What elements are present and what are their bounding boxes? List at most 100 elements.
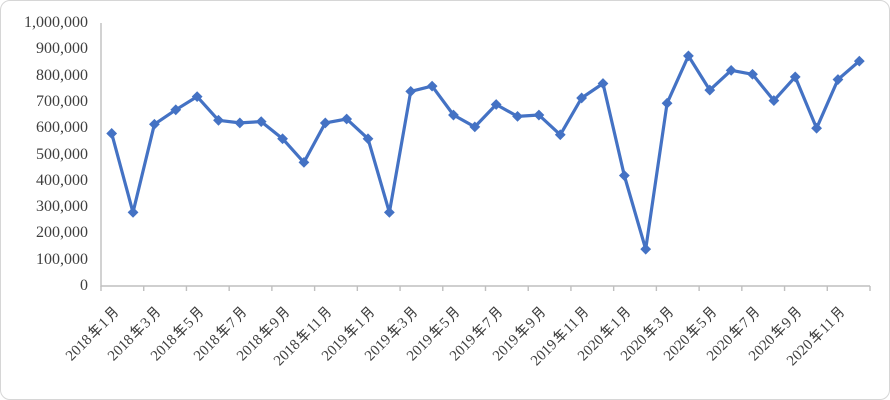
x-axis-tick-label: 201911 [527, 303, 594, 370]
x-axis-tick-label: 201811 [271, 303, 338, 370]
cjk-year-glyph-icon [809, 328, 824, 343]
data-point-marker [341, 113, 353, 125]
y-axis-tick-label: 200,000 [36, 224, 88, 242]
x-axis-tick-label: 20185 [148, 303, 210, 365]
cjk-year-glyph-icon [553, 328, 567, 343]
data-point-marker [768, 95, 780, 106]
cjk-year-glyph-icon [600, 323, 615, 338]
data-point-marker [618, 170, 630, 181]
data-point-marker [811, 122, 822, 134]
cjk-month-glyph-icon [787, 306, 801, 323]
data-point-marker [277, 133, 288, 145]
y-axis-tick-label: 0 [80, 277, 88, 294]
cjk-month-glyph-icon [360, 306, 374, 323]
y-axis-tick-label: 600,000 [36, 119, 88, 137]
y-axis-tick-label: 700,000 [36, 92, 88, 110]
x-axis-tick-label: 20183 [105, 303, 167, 365]
cjk-year-glyph-icon [88, 323, 102, 338]
x-axis-tick-label: 20203 [618, 303, 680, 365]
data-point-marker [725, 64, 737, 76]
x-axis-tick-label: 202011 [784, 303, 851, 370]
x-axis-tick-label: 20199 [489, 303, 551, 365]
x-axis-tick-label: 20193 [361, 303, 423, 365]
cjk-month-glyph-icon [104, 306, 118, 323]
data-point-marker [640, 243, 652, 255]
cjk-month-glyph-icon [659, 306, 673, 323]
cjk-month-glyph-icon [702, 306, 716, 323]
y-axis-tick-label: 100,000 [36, 250, 88, 268]
data-point-marker [149, 118, 160, 130]
data-point-marker [597, 78, 609, 89]
cjk-year-glyph-icon [173, 323, 188, 338]
x-axis-tick-label: 20195 [404, 303, 466, 365]
cjk-month-glyph-icon [189, 306, 203, 323]
data-point-marker [512, 110, 523, 122]
cjk-month-glyph-icon [275, 306, 289, 323]
y-axis-tick-label: 1,000,000 [24, 14, 88, 31]
data-point-marker [469, 121, 481, 133]
cjk-year-glyph-icon [296, 328, 311, 343]
cjk-year-glyph-icon [515, 323, 530, 338]
cjk-year-glyph-icon [643, 323, 658, 338]
x-axis-tick-label: 20205 [660, 303, 722, 365]
data-point-marker [661, 97, 673, 109]
cjk-month-glyph-icon [232, 306, 246, 323]
data-point-marker [426, 80, 438, 92]
x-axis-tick-label: 20191 [319, 303, 381, 365]
y-axis-tick-label: 900,000 [36, 40, 88, 58]
data-point-marker [213, 114, 224, 126]
cjk-month-glyph-icon [446, 306, 460, 323]
cjk-year-glyph-icon [130, 323, 145, 338]
data-point-marker [554, 129, 566, 141]
data-point-marker [191, 91, 203, 103]
x-axis-tick-label: 20197 [447, 303, 509, 365]
x-axis-tick-label: 20209 [746, 303, 808, 365]
data-point-marker [127, 206, 139, 218]
cjk-year-glyph-icon [430, 323, 444, 338]
y-axis-tick-label: 800,000 [36, 66, 88, 84]
cjk-month-glyph-icon [488, 306, 502, 323]
x-axis-tick-label: 20187 [190, 303, 252, 365]
data-point-marker [106, 128, 118, 139]
cjk-month-glyph-icon [830, 306, 844, 323]
cjk-year-glyph-icon [387, 323, 401, 338]
data-point-marker [789, 71, 801, 83]
cjk-year-glyph-icon [686, 323, 700, 338]
x-axis-tick-label: 20189 [233, 303, 295, 365]
cjk-year-glyph-icon [472, 323, 487, 338]
data-point-marker [362, 133, 374, 145]
data-point-marker [255, 116, 267, 128]
y-axis-tick-label: 500,000 [36, 145, 88, 163]
x-axis-tick-label: 20207 [703, 303, 765, 365]
y-axis-tick-label: 300,000 [36, 198, 88, 216]
data-point-marker [853, 55, 865, 67]
data-point-marker [704, 84, 716, 96]
cjk-year-glyph-icon [729, 323, 743, 338]
data-point-marker [383, 206, 395, 218]
data-point-marker [832, 74, 844, 85]
cjk-month-glyph-icon [617, 306, 630, 323]
cjk-month-glyph-icon [531, 306, 545, 323]
cjk-month-glyph-icon [147, 306, 160, 323]
data-point-marker [747, 68, 758, 80]
x-axis-tick-label: 20181 [62, 303, 124, 365]
data-point-marker [448, 109, 459, 121]
data-point-marker [170, 104, 182, 116]
cjk-month-glyph-icon [574, 306, 588, 323]
data-point-marker [490, 99, 502, 110]
data-point-marker [576, 92, 588, 104]
cjk-year-glyph-icon [771, 323, 786, 338]
y-axis-tick-label: 400,000 [36, 171, 88, 189]
cjk-month-glyph-icon [745, 306, 759, 323]
data-point-marker [683, 50, 694, 62]
cjk-month-glyph-icon [317, 306, 331, 323]
cjk-year-glyph-icon [344, 323, 359, 338]
cjk-year-glyph-icon [216, 323, 230, 338]
cjk-month-glyph-icon [403, 306, 417, 323]
data-point-marker [533, 109, 545, 121]
y-axis-labels: 1,000,000 900,000 800,000 700,000 600,000 500… [1, 1, 91, 399]
data-point-marker [319, 117, 331, 129]
